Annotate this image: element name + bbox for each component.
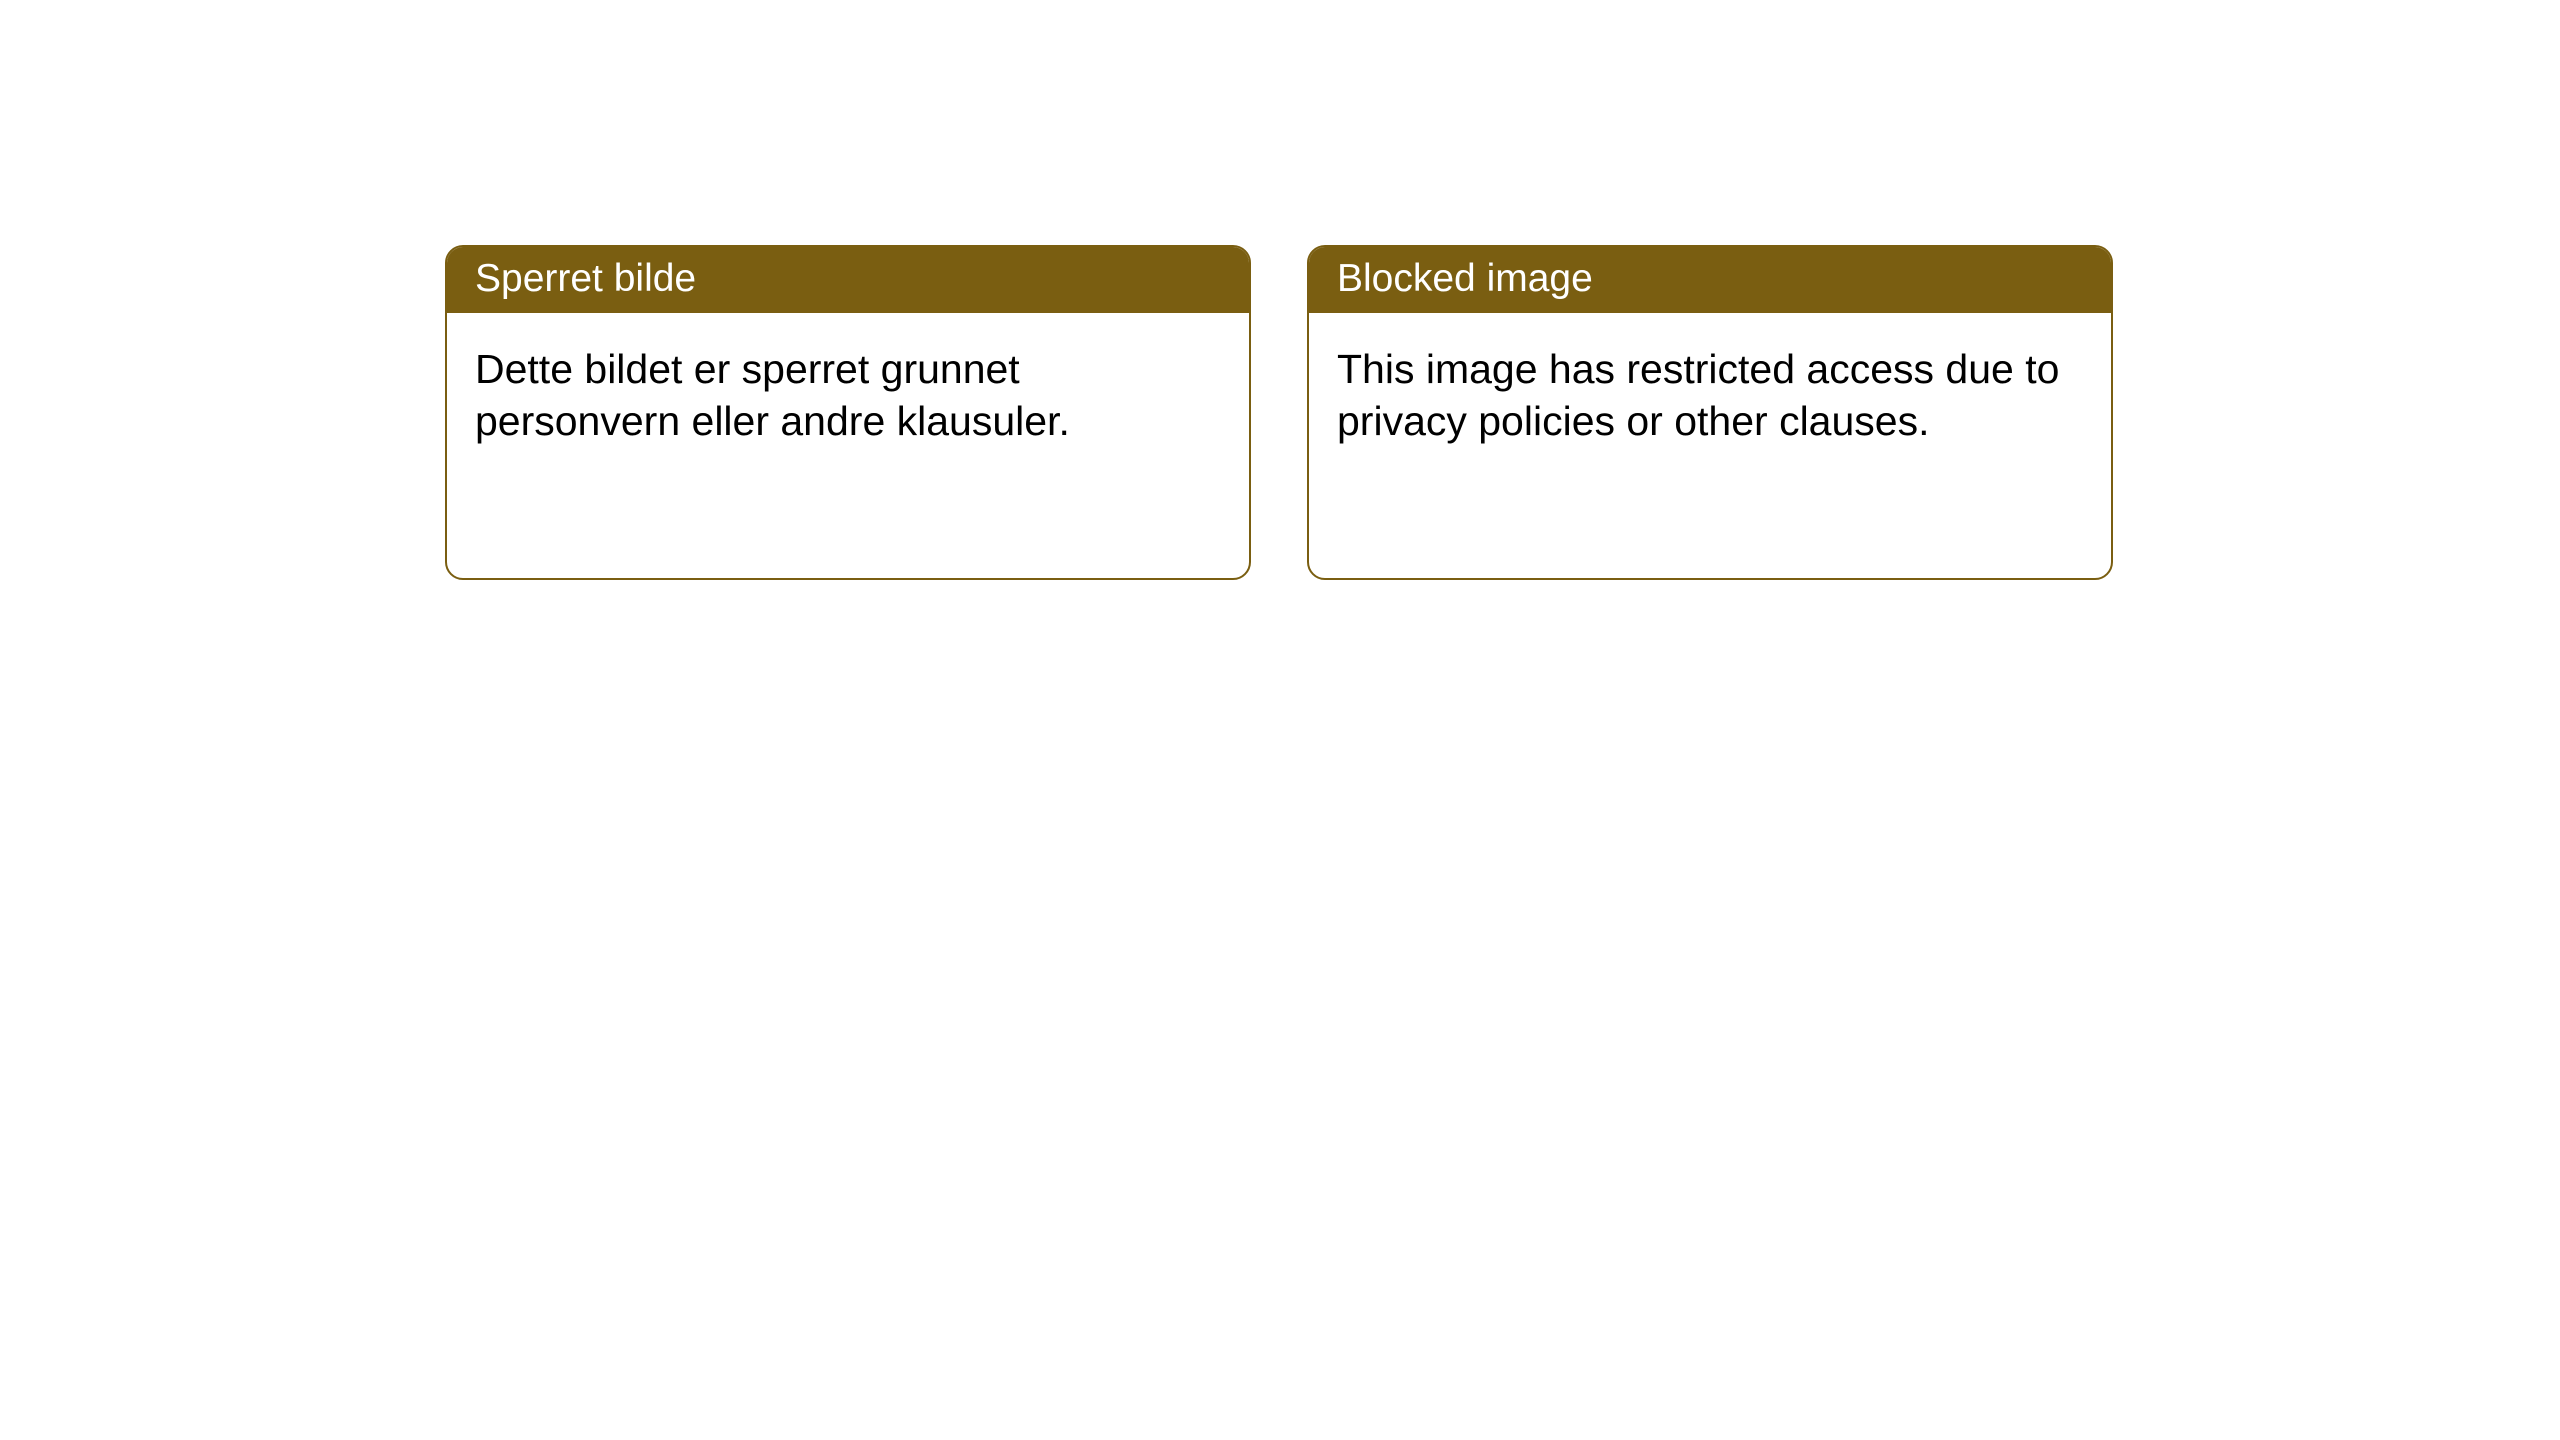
- notice-header: Blocked image: [1309, 247, 2111, 313]
- notice-header: Sperret bilde: [447, 247, 1249, 313]
- notice-card-english: Blocked image This image has restricted …: [1307, 245, 2113, 580]
- notice-title: Blocked image: [1337, 257, 1593, 300]
- notice-title: Sperret bilde: [475, 257, 696, 300]
- notice-body: Dette bildet er sperret grunnet personve…: [447, 313, 1249, 478]
- notices-container: Sperret bilde Dette bildet er sperret gr…: [0, 0, 2560, 580]
- notice-card-norwegian: Sperret bilde Dette bildet er sperret gr…: [445, 245, 1251, 580]
- notice-body: This image has restricted access due to …: [1309, 313, 2111, 478]
- notice-body-text: Dette bildet er sperret grunnet personve…: [475, 346, 1070, 444]
- notice-body-text: This image has restricted access due to …: [1337, 346, 2059, 444]
